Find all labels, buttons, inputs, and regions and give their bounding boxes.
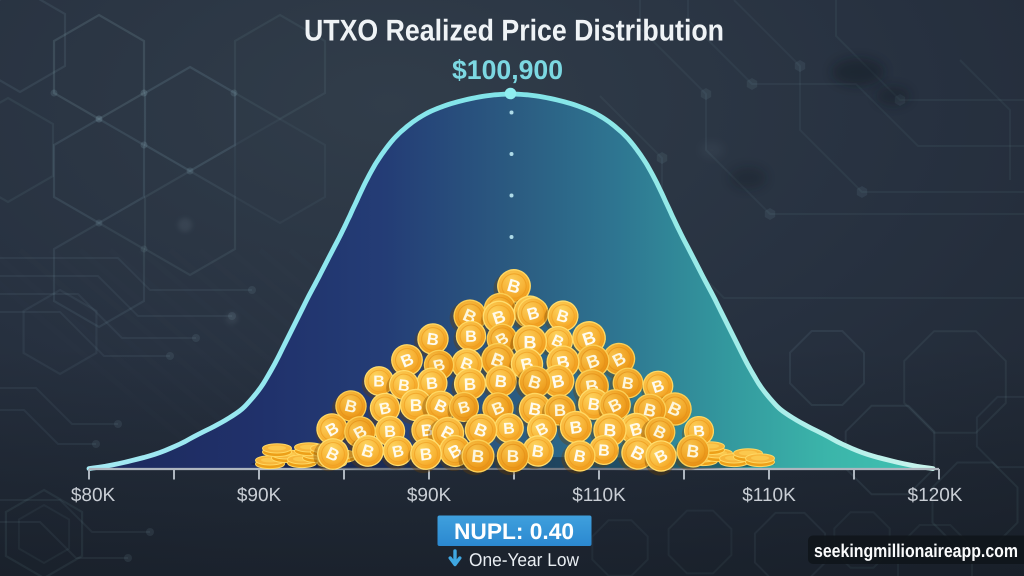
svg-text:$110K: $110K [572,485,626,506]
svg-text:$100,900: $100,900 [452,55,563,85]
svg-text:$90K: $90K [407,485,452,506]
svg-text:$80K: $80K [71,485,116,506]
svg-text:$90K: $90K [237,485,282,506]
svg-text:seekingmillionaireapp.com: seekingmillionaireapp.com [814,540,1018,561]
svg-text:UTXO Realized Price Distributi: UTXO Realized Price Distribution [304,15,724,48]
svg-text:$110K: $110K [742,485,796,506]
svg-text:One-Year Low: One-Year Low [469,549,580,570]
svg-text:NUPL: 0.40: NUPL: 0.40 [454,519,574,544]
svg-text:$120K: $120K [908,485,963,506]
